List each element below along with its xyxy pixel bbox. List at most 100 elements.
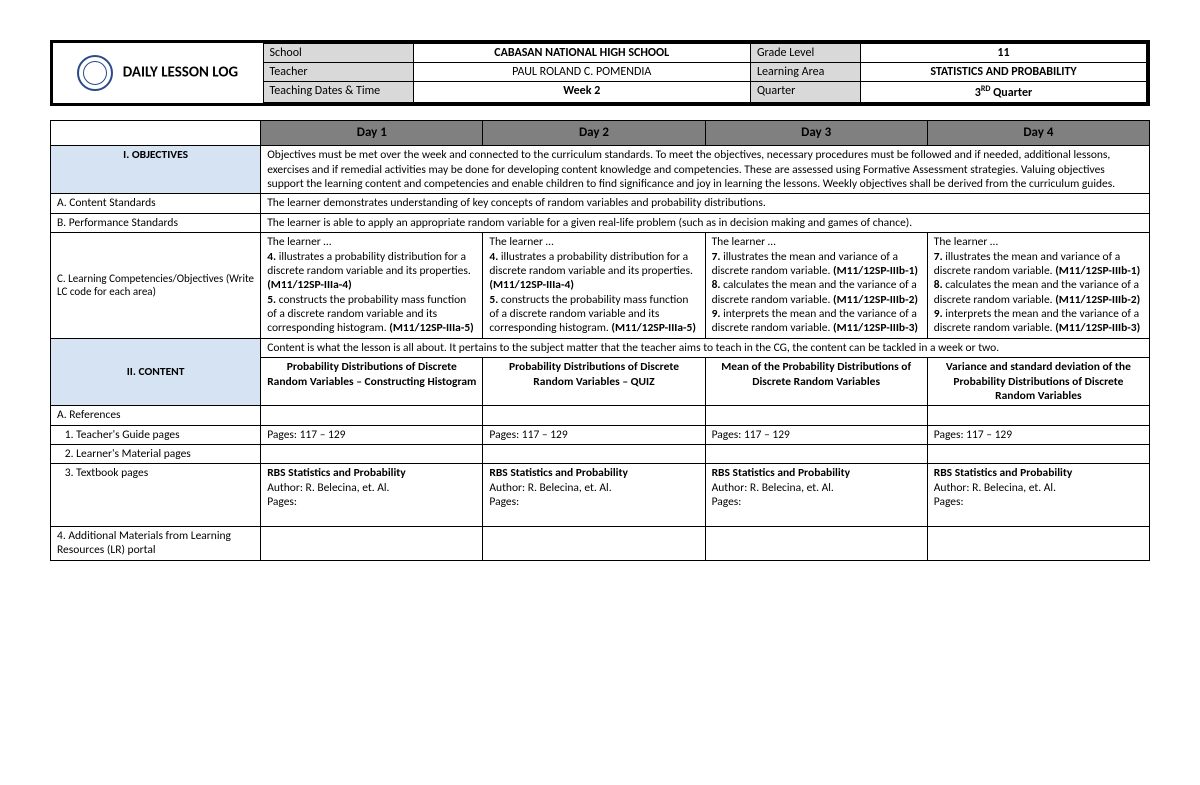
lc-day2: The learner … 4. illustrates a probabili… (483, 233, 705, 339)
textbook-author: Author: R. Belecina, et. Al. (934, 481, 1056, 495)
textbook-title: RBS Statistics and Probability (489, 466, 628, 480)
lc-intro: The learner … (267, 235, 331, 249)
blank-cell (927, 526, 1149, 560)
grade-level-value: 11 (860, 44, 1146, 63)
learning-area-label: Learning Area (750, 63, 860, 82)
performance-standards-row: B. Performance Standards The learner is … (51, 213, 1150, 232)
lc-num: 8. (934, 278, 943, 292)
objectives-note: Objectives must be met over the week and… (261, 146, 1150, 194)
objectives-label: I. OBJECTIVES (51, 146, 261, 194)
content-standards-row: A. Content Standards The learner demonst… (51, 194, 1150, 213)
additional-materials-label: 4. Additional Materials from Learning Re… (51, 526, 261, 560)
textbook-day1: RBS Statistics and Probability Author: R… (261, 464, 483, 527)
lc-num: 4. (489, 250, 498, 264)
lc-day4: The learner … 7. illustrates the mean an… (927, 233, 1149, 339)
teachers-guide-row: 1. Teacher's Guide pages Pages: 117 – 12… (51, 425, 1150, 444)
textbook-row: 3. Textbook pages RBS Statistics and Pro… (51, 464, 1150, 527)
lc-intro: The learner … (712, 235, 776, 249)
content-standards-label: A. Content Standards (51, 194, 261, 213)
lc-num: 9. (934, 307, 943, 321)
content-note-row: II. CONTENT Content is what the lesson i… (51, 338, 1150, 357)
lc-code: (M11/12SP-IIIa-5) (611, 321, 696, 335)
school-label: School (263, 44, 413, 63)
performance-standards-value: The learner is able to apply an appropri… (261, 213, 1150, 232)
day3-header: Day 3 (705, 121, 927, 146)
school-value: CABASAN NATIONAL HIGH SCHOOL (413, 44, 750, 63)
blank-cell (705, 445, 927, 464)
objectives-row: I. OBJECTIVES Objectives must be met ove… (51, 146, 1150, 194)
quarter-post: Quarter (990, 86, 1032, 100)
title-cell: DAILY LESSON LOG (53, 44, 263, 103)
lc-code: (M11/12SP-IIIa-4) (489, 278, 574, 292)
blank-cell (483, 445, 705, 464)
day4-header: Day 4 (927, 121, 1149, 146)
blank-cell (483, 406, 705, 425)
textbook-label: 3. Textbook pages (51, 464, 261, 527)
learning-area-value: STATISTICS AND PROBABILITY (860, 63, 1146, 82)
content-standards-value: The learner demonstrates understanding o… (261, 194, 1150, 213)
lc-num: 5. (267, 293, 276, 307)
lc-num: 4. (267, 250, 276, 264)
textbook-day4: RBS Statistics and Probability Author: R… (927, 464, 1149, 527)
textbook-title: RBS Statistics and Probability (267, 466, 406, 480)
references-label: A. References (51, 406, 261, 425)
page-title: DAILY LESSON LOG (123, 64, 238, 82)
lc-code: (M11/12SP-IIIb-3) (833, 321, 918, 335)
lc-code: (M11/12SP-IIIb-2) (833, 293, 918, 307)
teacher-value: PAUL ROLAND C. POMENDIA (413, 63, 750, 82)
lc-code: (M11/12SP-IIIa-4) (267, 278, 352, 292)
teachers-guide-label: 1. Teacher's Guide pages (51, 425, 261, 444)
performance-standards-label: B. Performance Standards (51, 213, 261, 232)
textbook-title: RBS Statistics and Probability (712, 466, 851, 480)
day1-header: Day 1 (261, 121, 483, 146)
quarter-sup: RD (981, 84, 991, 94)
lc-num: 7. (934, 250, 943, 264)
lc-text: illustrates a probability distribution f… (489, 250, 693, 278)
lc-intro: The learner … (489, 235, 553, 249)
learners-material-row: 2. Learner's Material pages (51, 445, 1150, 464)
content-day2: Probability Distributions of Discrete Ra… (483, 358, 705, 406)
lc-day3: The learner … 7. illustrates the mean an… (705, 233, 927, 339)
tg-day1: Pages: 117 – 129 (261, 425, 483, 444)
blank-cell (705, 526, 927, 560)
lc-code: (M11/12SP-IIIb-2) (1055, 293, 1140, 307)
lc-num: 5. (489, 293, 498, 307)
teacher-label: Teacher (263, 63, 413, 82)
lc-text: illustrates a probability distribution f… (267, 250, 471, 278)
blank-cell (483, 526, 705, 560)
learners-material-label: 2. Learner's Material pages (51, 445, 261, 464)
blank-cell (261, 526, 483, 560)
day-header-row: Day 1 Day 2 Day 3 Day 4 (51, 121, 1150, 146)
quarter-value: 3RD Quarter (860, 82, 1146, 103)
tg-day2: Pages: 117 – 129 (483, 425, 705, 444)
content-day1: Probability Distributions of Discrete Ra… (261, 358, 483, 406)
blank-cell (927, 445, 1149, 464)
content-note: Content is what the lesson is all about.… (261, 338, 1150, 357)
textbook-pages: Pages: (934, 495, 964, 509)
tg-day4: Pages: 117 – 129 (927, 425, 1149, 444)
header-table: DAILY LESSON LOG School CABASAN NATIONAL… (53, 43, 1147, 103)
lc-intro: The learner … (934, 235, 998, 249)
content-day3: Mean of the Probability Distributions of… (705, 358, 927, 406)
lc-code: (M11/12SP-IIIb-1) (1055, 264, 1140, 278)
blank-cell (705, 406, 927, 425)
textbook-title: RBS Statistics and Probability (934, 466, 1073, 480)
textbook-day2: RBS Statistics and Probability Author: R… (483, 464, 705, 527)
blank-cell (261, 445, 483, 464)
lc-code: (M11/12SP-IIIb-1) (833, 264, 918, 278)
quarter-label: Quarter (750, 82, 860, 103)
blank-cell (261, 406, 483, 425)
header-block: DAILY LESSON LOG School CABASAN NATIONAL… (50, 40, 1150, 106)
content-section-label: II. CONTENT (51, 338, 261, 406)
learning-competencies-row: C. Learning Competencies/Objectives (Wri… (51, 233, 1150, 339)
lc-day1: The learner … 4. illustrates a probabili… (261, 233, 483, 339)
dates-value: Week 2 (413, 82, 750, 103)
tg-day3: Pages: 117 – 129 (705, 425, 927, 444)
textbook-author: Author: R. Belecina, et. Al. (712, 481, 834, 495)
lc-code: (M11/12SP-IIIb-3) (1055, 321, 1140, 335)
lesson-table: Day 1 Day 2 Day 3 Day 4 I. OBJECTIVES Ob… (50, 120, 1150, 561)
references-row: A. References (51, 406, 1150, 425)
day2-header: Day 2 (483, 121, 705, 146)
textbook-pages: Pages: (267, 495, 297, 509)
dates-label: Teaching Dates & Time (263, 82, 413, 103)
